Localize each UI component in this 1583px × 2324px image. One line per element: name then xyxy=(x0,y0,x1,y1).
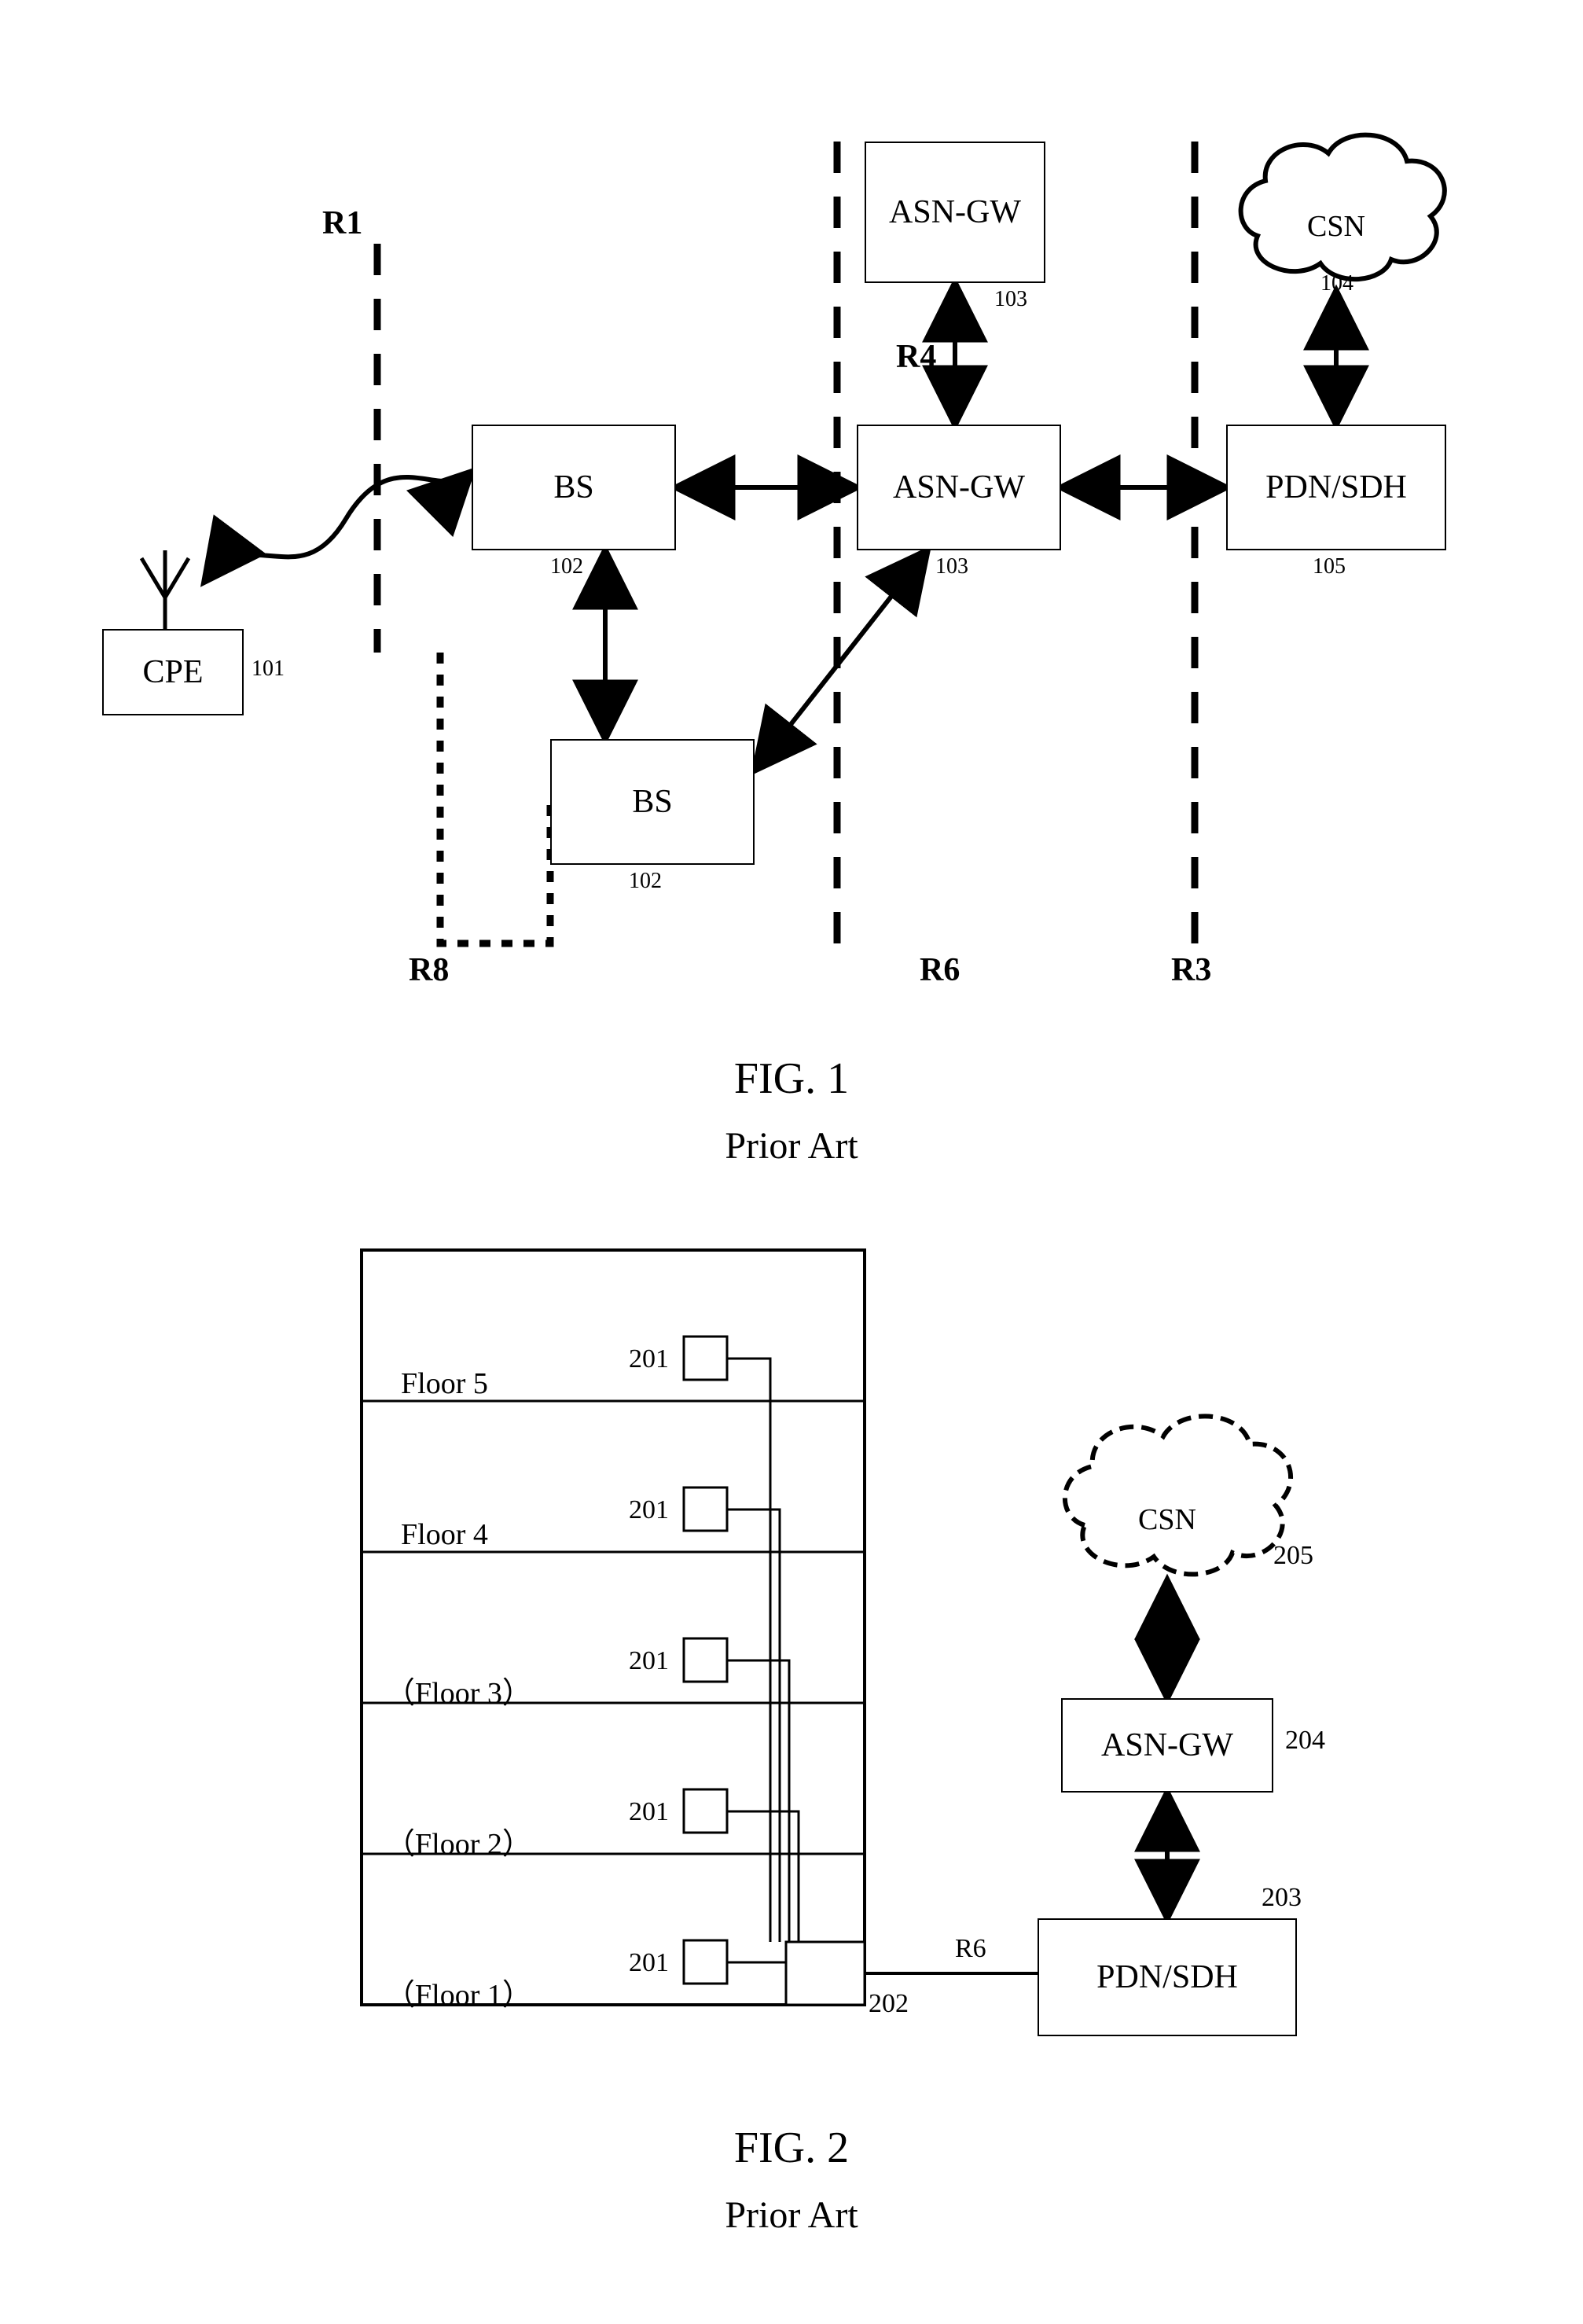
fig2-csn-label: CSN xyxy=(1138,1503,1196,1536)
fig2-floor1-label: （Floor 1） xyxy=(385,1970,532,2013)
fig2-csn-cloud xyxy=(1065,1416,1291,1574)
fig1-csn-cloud xyxy=(1241,135,1445,280)
fig1-ref-r4: R4 xyxy=(896,338,936,376)
fig2-cable-4 xyxy=(727,1509,780,1942)
fig2-node-pdn-label: PDN/SDH xyxy=(1096,1958,1238,1996)
fig1-node-pdn-label: PDN/SDH xyxy=(1265,469,1407,506)
fig1-ref-r6: R6 xyxy=(920,951,960,989)
fig2-node-asngw: ASN-GW xyxy=(1061,1698,1273,1793)
fig1-cpe-antenna-v xyxy=(141,558,189,598)
fig1-node-asngw-top: ASN-GW xyxy=(865,142,1045,283)
fig1-node-cpe-label: CPE xyxy=(142,653,203,691)
fig2-node-pdn-sub: 203 xyxy=(1262,1883,1302,1913)
fig2-building xyxy=(362,1250,865,2005)
fig2-floor3-sub: 201 xyxy=(629,1646,669,1676)
fig2-floor2-label: （Floor 2） xyxy=(385,1819,532,1863)
fig1-node-pdn-sub: 105 xyxy=(1313,554,1346,579)
fig1-subcaption: Prior Art xyxy=(0,1124,1583,1168)
fig2-node-asngw-label: ASN-GW xyxy=(1101,1726,1233,1764)
fig2-floor4-sub: 201 xyxy=(629,1495,669,1525)
fig1-node-asngw-mid-sub: 103 xyxy=(935,554,968,579)
fig2-subcaption: Prior Art xyxy=(0,2193,1583,2237)
fig1-node-bs1-label: BS xyxy=(553,469,593,506)
fig1-node-bs2-sub: 102 xyxy=(629,869,662,894)
fig1-ref-r1: R1 xyxy=(322,204,362,242)
fig1-ref-r8: R8 xyxy=(409,951,449,989)
fig2-cable-5 xyxy=(727,1359,770,1942)
fig1-node-bs2: BS xyxy=(550,739,755,865)
fig2-rru-1 xyxy=(684,1940,727,1984)
fig1-node-bs1: BS xyxy=(472,425,676,550)
fig2-rru-5 xyxy=(684,1337,727,1380)
fig1-edge-bs2-asngw xyxy=(755,550,927,770)
fig1-csn-label: CSN xyxy=(1307,210,1365,243)
fig1-node-asngw-mid-label: ASN-GW xyxy=(893,469,1025,506)
fig1-ref-r3: R3 xyxy=(1171,951,1211,989)
fig1-node-cpe: CPE xyxy=(102,629,244,715)
fig2-rru-4 xyxy=(684,1487,727,1531)
fig2-caption: FIG. 2 xyxy=(0,2123,1583,2173)
fig2-cable-2 xyxy=(727,1811,799,1942)
fig2-floor3-label: （Floor 3） xyxy=(385,1668,532,1712)
fig2-floor1-sub: 201 xyxy=(629,1948,669,1978)
fig2-rru-3 xyxy=(684,1638,727,1682)
fig1-node-bs2-label: BS xyxy=(632,783,672,821)
fig2-cable-3 xyxy=(727,1660,789,1942)
fig1-node-pdn: PDN/SDH xyxy=(1226,425,1446,550)
fig1-node-bs1-sub: 102 xyxy=(550,554,583,579)
fig1-caption: FIG. 1 xyxy=(0,1054,1583,1104)
fig1-node-asngw-mid: ASN-GW xyxy=(857,425,1061,550)
diagram-canvas: CSN CSN CPE 101 BS 102 BS 102 ASN-GW 103… xyxy=(0,0,1583,2324)
fig2-floor5-sub: 201 xyxy=(629,1344,669,1374)
fig1-node-csn-sub: 104 xyxy=(1320,271,1353,296)
fig2-node-pdn: PDN/SDH xyxy=(1038,1918,1297,2036)
fig2-rru-2 xyxy=(684,1789,727,1833)
fig1-r8-dash xyxy=(440,653,550,943)
fig2-node-csn-sub: 205 xyxy=(1273,1541,1313,1571)
fig2-floor5-label: Floor 5 xyxy=(401,1366,488,1401)
fig1-wireless-link xyxy=(204,472,472,582)
fig2-bbu xyxy=(786,1942,865,2005)
fig1-node-asngw-top-sub: 103 xyxy=(994,287,1027,312)
fig2-floor4-label: Floor 4 xyxy=(401,1517,488,1552)
fig1-node-cpe-sub: 101 xyxy=(252,656,285,682)
fig1-node-asngw-top-label: ASN-GW xyxy=(889,193,1021,231)
fig2-node-asngw-sub: 204 xyxy=(1285,1726,1325,1756)
fig2-ref-r6: R6 xyxy=(955,1934,986,1964)
fig2-bbu-sub: 202 xyxy=(869,1989,909,2019)
fig2-floor2-sub: 201 xyxy=(629,1797,669,1827)
